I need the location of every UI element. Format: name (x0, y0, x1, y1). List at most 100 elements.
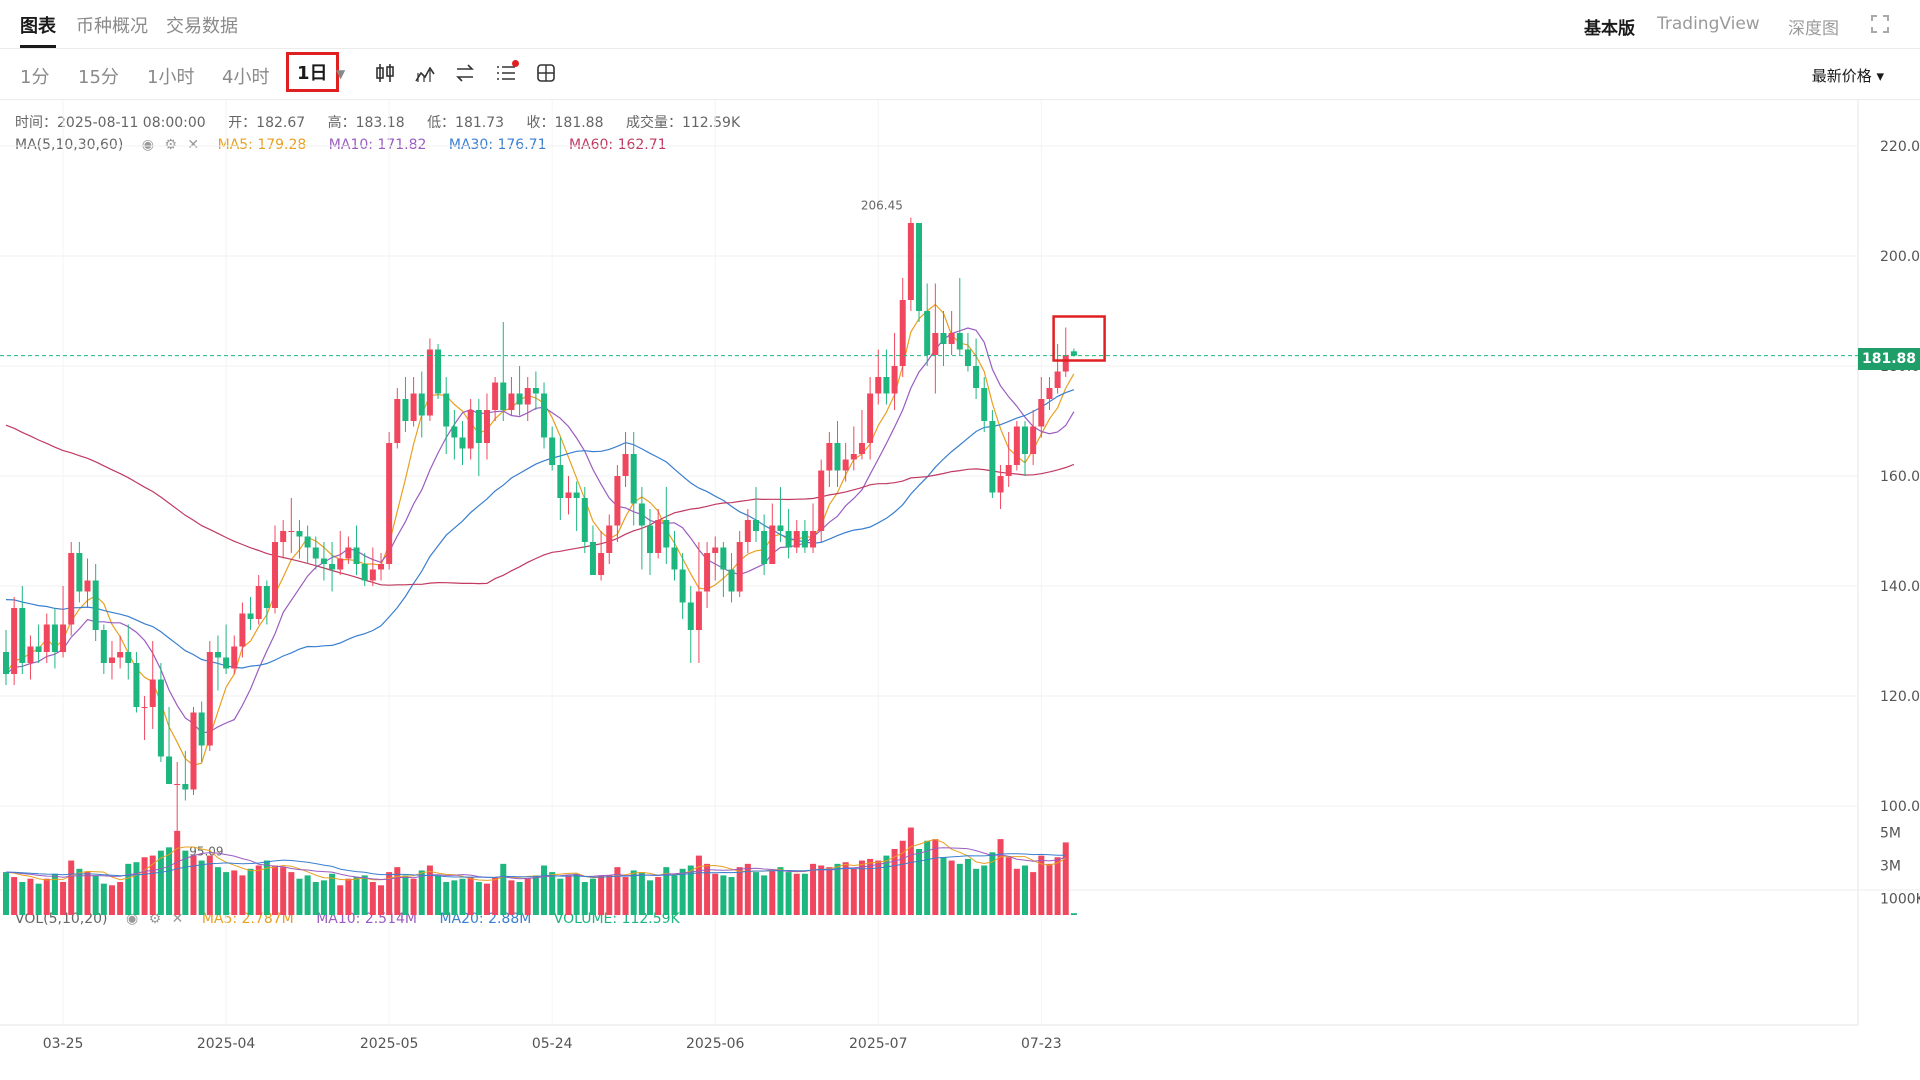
tab-chart[interactable]: 图表 (20, 16, 56, 37)
candle-body (296, 531, 303, 537)
candle-body (304, 536, 311, 548)
interval-1m[interactable]: 1分 (20, 67, 50, 88)
candle-body (288, 531, 295, 532)
candle (761, 514, 768, 575)
candle-body (720, 547, 727, 570)
interval-dropdown-icon[interactable]: ▼ (336, 67, 346, 81)
candle (190, 707, 197, 795)
volume-bar (166, 847, 173, 915)
candle-body (117, 652, 124, 658)
candle-body (1070, 351, 1077, 356)
candle (948, 311, 955, 355)
volume-bar (125, 863, 132, 915)
candle (312, 536, 319, 570)
candle-body (280, 531, 287, 542)
candle-body (573, 492, 580, 498)
vol-tick-label: 1000K (1880, 892, 1920, 908)
candle (508, 377, 515, 416)
candle-body (728, 569, 735, 592)
candle-body (647, 525, 654, 553)
candle-body (858, 443, 865, 454)
vol-ma20-line (5, 853, 1066, 879)
volume-bar (133, 862, 140, 915)
volume-bar (598, 875, 605, 915)
tab-tradingview[interactable]: TradingView (1657, 14, 1760, 34)
candle-body (704, 553, 711, 592)
candle-body (606, 525, 613, 553)
volume-bar (296, 878, 303, 915)
high-price-annotation: 206.45 (861, 199, 903, 213)
volume-bar (361, 875, 368, 915)
interval-1h[interactable]: 1小时 (147, 67, 195, 88)
volume-bar (1013, 868, 1020, 915)
fullscreen-icon[interactable] (1870, 14, 1890, 34)
volume-bar (916, 849, 923, 915)
candle-body (671, 547, 678, 570)
candle (557, 437, 564, 520)
candle (769, 503, 776, 564)
candle-body (386, 443, 393, 564)
interval-1d[interactable]: 1日 (286, 52, 339, 92)
candle-body (166, 756, 173, 784)
volume-bar (1046, 863, 1053, 915)
volume-bar (720, 875, 727, 915)
layout-icon[interactable] (534, 61, 558, 85)
settings-icon[interactable]: ⚙ (164, 137, 177, 153)
volume-bar (1005, 857, 1012, 915)
close-icon[interactable]: ✕ (171, 911, 184, 927)
tab-basic-version[interactable]: 基本版 (1584, 19, 1635, 39)
candle-body (630, 454, 637, 504)
interval-15m[interactable]: 15分 (78, 67, 119, 88)
ma5-value: MA5: 179.28 (217, 137, 307, 153)
candle (361, 553, 368, 586)
eye-icon[interactable]: ◉ (141, 137, 154, 153)
close-icon[interactable]: ✕ (187, 137, 200, 153)
volume-bar (435, 875, 442, 915)
candle (11, 597, 18, 685)
y-tick-label: 200.00 (1880, 249, 1920, 265)
candle-body (524, 388, 531, 405)
volume-bar (402, 875, 409, 915)
candlestick-icon[interactable] (373, 61, 397, 85)
candle-body (565, 492, 572, 498)
volume-bar (108, 885, 115, 915)
candle-body (198, 712, 205, 746)
candle (149, 641, 156, 729)
candle (157, 663, 164, 762)
candle-body (907, 223, 914, 300)
candle (924, 283, 931, 366)
candle-body (964, 349, 971, 366)
list-settings-icon[interactable] (494, 61, 518, 85)
interval-4h[interactable]: 4小时 (222, 67, 270, 88)
candle-body (752, 520, 759, 531)
candle (198, 701, 205, 762)
candle-body (598, 553, 605, 575)
volume-bar (736, 867, 743, 915)
volume-bar (190, 855, 197, 915)
candle-body (361, 564, 368, 581)
volume-bar (630, 870, 637, 915)
candle-body (426, 349, 433, 416)
price-chart[interactable]: 220.00200.00180.00160.00140.00120.00100.… (0, 100, 1920, 1080)
volume-bar (867, 858, 874, 915)
candle-body (51, 624, 58, 652)
candle-body (108, 657, 115, 663)
volume-bar (182, 850, 189, 915)
candle (850, 426, 857, 471)
volume-bar (989, 852, 996, 915)
tab-coin-overview[interactable]: 币种概况 (76, 16, 148, 37)
candle-body (320, 558, 327, 564)
tab-depth-chart[interactable]: 深度图 (1788, 19, 1839, 39)
candle (451, 410, 458, 460)
volume-bar (541, 865, 548, 915)
volume-bar (964, 858, 971, 915)
compare-icon[interactable] (453, 61, 477, 85)
price-type-select[interactable]: 最新价格 ▾ (1811, 67, 1884, 85)
indicator-icon[interactable] (413, 61, 437, 85)
candle-body (695, 591, 702, 630)
tab-trade-data[interactable]: 交易数据 (166, 16, 238, 37)
candle (589, 525, 596, 575)
candle-body (532, 388, 539, 394)
candle (43, 613, 50, 663)
candle-body (214, 652, 221, 658)
